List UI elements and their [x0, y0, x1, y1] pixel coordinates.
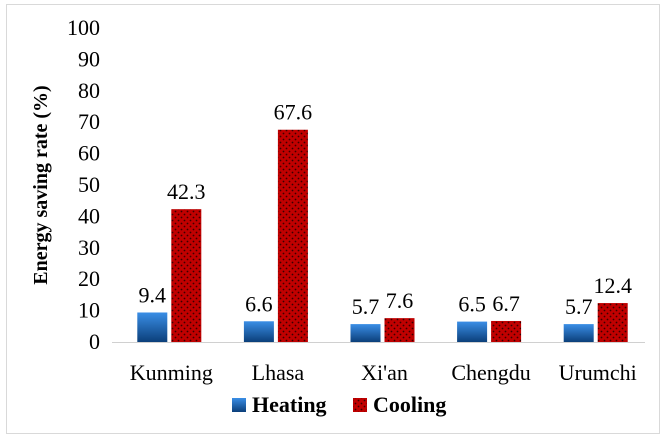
heating-data-label: 5.7	[565, 294, 593, 319]
y-tick-label: 100	[67, 15, 100, 40]
chart-frame	[6, 4, 660, 434]
heating-data-label: 6.6	[245, 291, 273, 316]
heating-data-label: 6.5	[458, 292, 486, 317]
x-tick-label: Urumchi	[559, 360, 637, 385]
x-tick-label: Kunming	[130, 360, 213, 385]
y-tick-label: 20	[78, 266, 100, 291]
cooling-legend-label: Cooling	[373, 392, 446, 417]
cooling-bar	[597, 303, 628, 342]
heating-legend-label: Heating	[252, 392, 327, 417]
heating-data-label: 9.4	[139, 282, 167, 307]
legend: Heating Cooling	[232, 392, 446, 417]
x-tick-label: Chengdu	[451, 360, 530, 385]
heating-data-label: 5.7	[352, 294, 380, 319]
heating-bar	[243, 321, 274, 342]
y-tick-label: 0	[89, 329, 100, 354]
cooling-data-label: 6.7	[492, 291, 520, 316]
heating-bar	[563, 324, 594, 342]
y-tick-label: 70	[78, 109, 100, 134]
y-tick-label: 80	[78, 78, 100, 103]
cooling-data-label: 67.6	[274, 100, 313, 125]
cooling-bar	[384, 318, 415, 342]
cooling-data-label: 42.3	[167, 179, 206, 204]
cooling-bar	[171, 209, 202, 342]
y-tick-label: 50	[78, 172, 100, 197]
y-tick-label: 90	[78, 46, 100, 71]
data-labels: 9.442.36.667.65.7 7.6 6.5 6.7 5.712.4	[139, 100, 632, 319]
y-tick-label: 10	[78, 298, 100, 323]
cooling-data-label: 12.4	[593, 273, 632, 298]
x-tick-label: Xi'an	[361, 360, 408, 385]
cooling-bar	[277, 129, 308, 342]
heating-bar	[137, 312, 168, 342]
heating-legend-swatch	[232, 398, 246, 412]
cooling-bar	[491, 320, 522, 342]
bars	[137, 129, 628, 342]
cooling-legend-swatch	[353, 398, 367, 412]
y-tick-label: 30	[78, 235, 100, 260]
heating-bar	[350, 324, 381, 342]
y-tick-label: 60	[78, 141, 100, 166]
y-axis-title: Energy saving rate (%)	[30, 85, 52, 284]
cooling-data-label: 7.6	[386, 288, 414, 313]
x-tick-label: Lhasa	[252, 360, 305, 385]
x-axis: Kunming Lhasa Xi'an Chengdu Urumchi	[112, 342, 645, 385]
y-axis: 0 10 20 30 40 50 60 70 80 90 100	[67, 15, 100, 354]
y-tick-label: 40	[78, 203, 100, 228]
heating-bar	[457, 321, 488, 342]
